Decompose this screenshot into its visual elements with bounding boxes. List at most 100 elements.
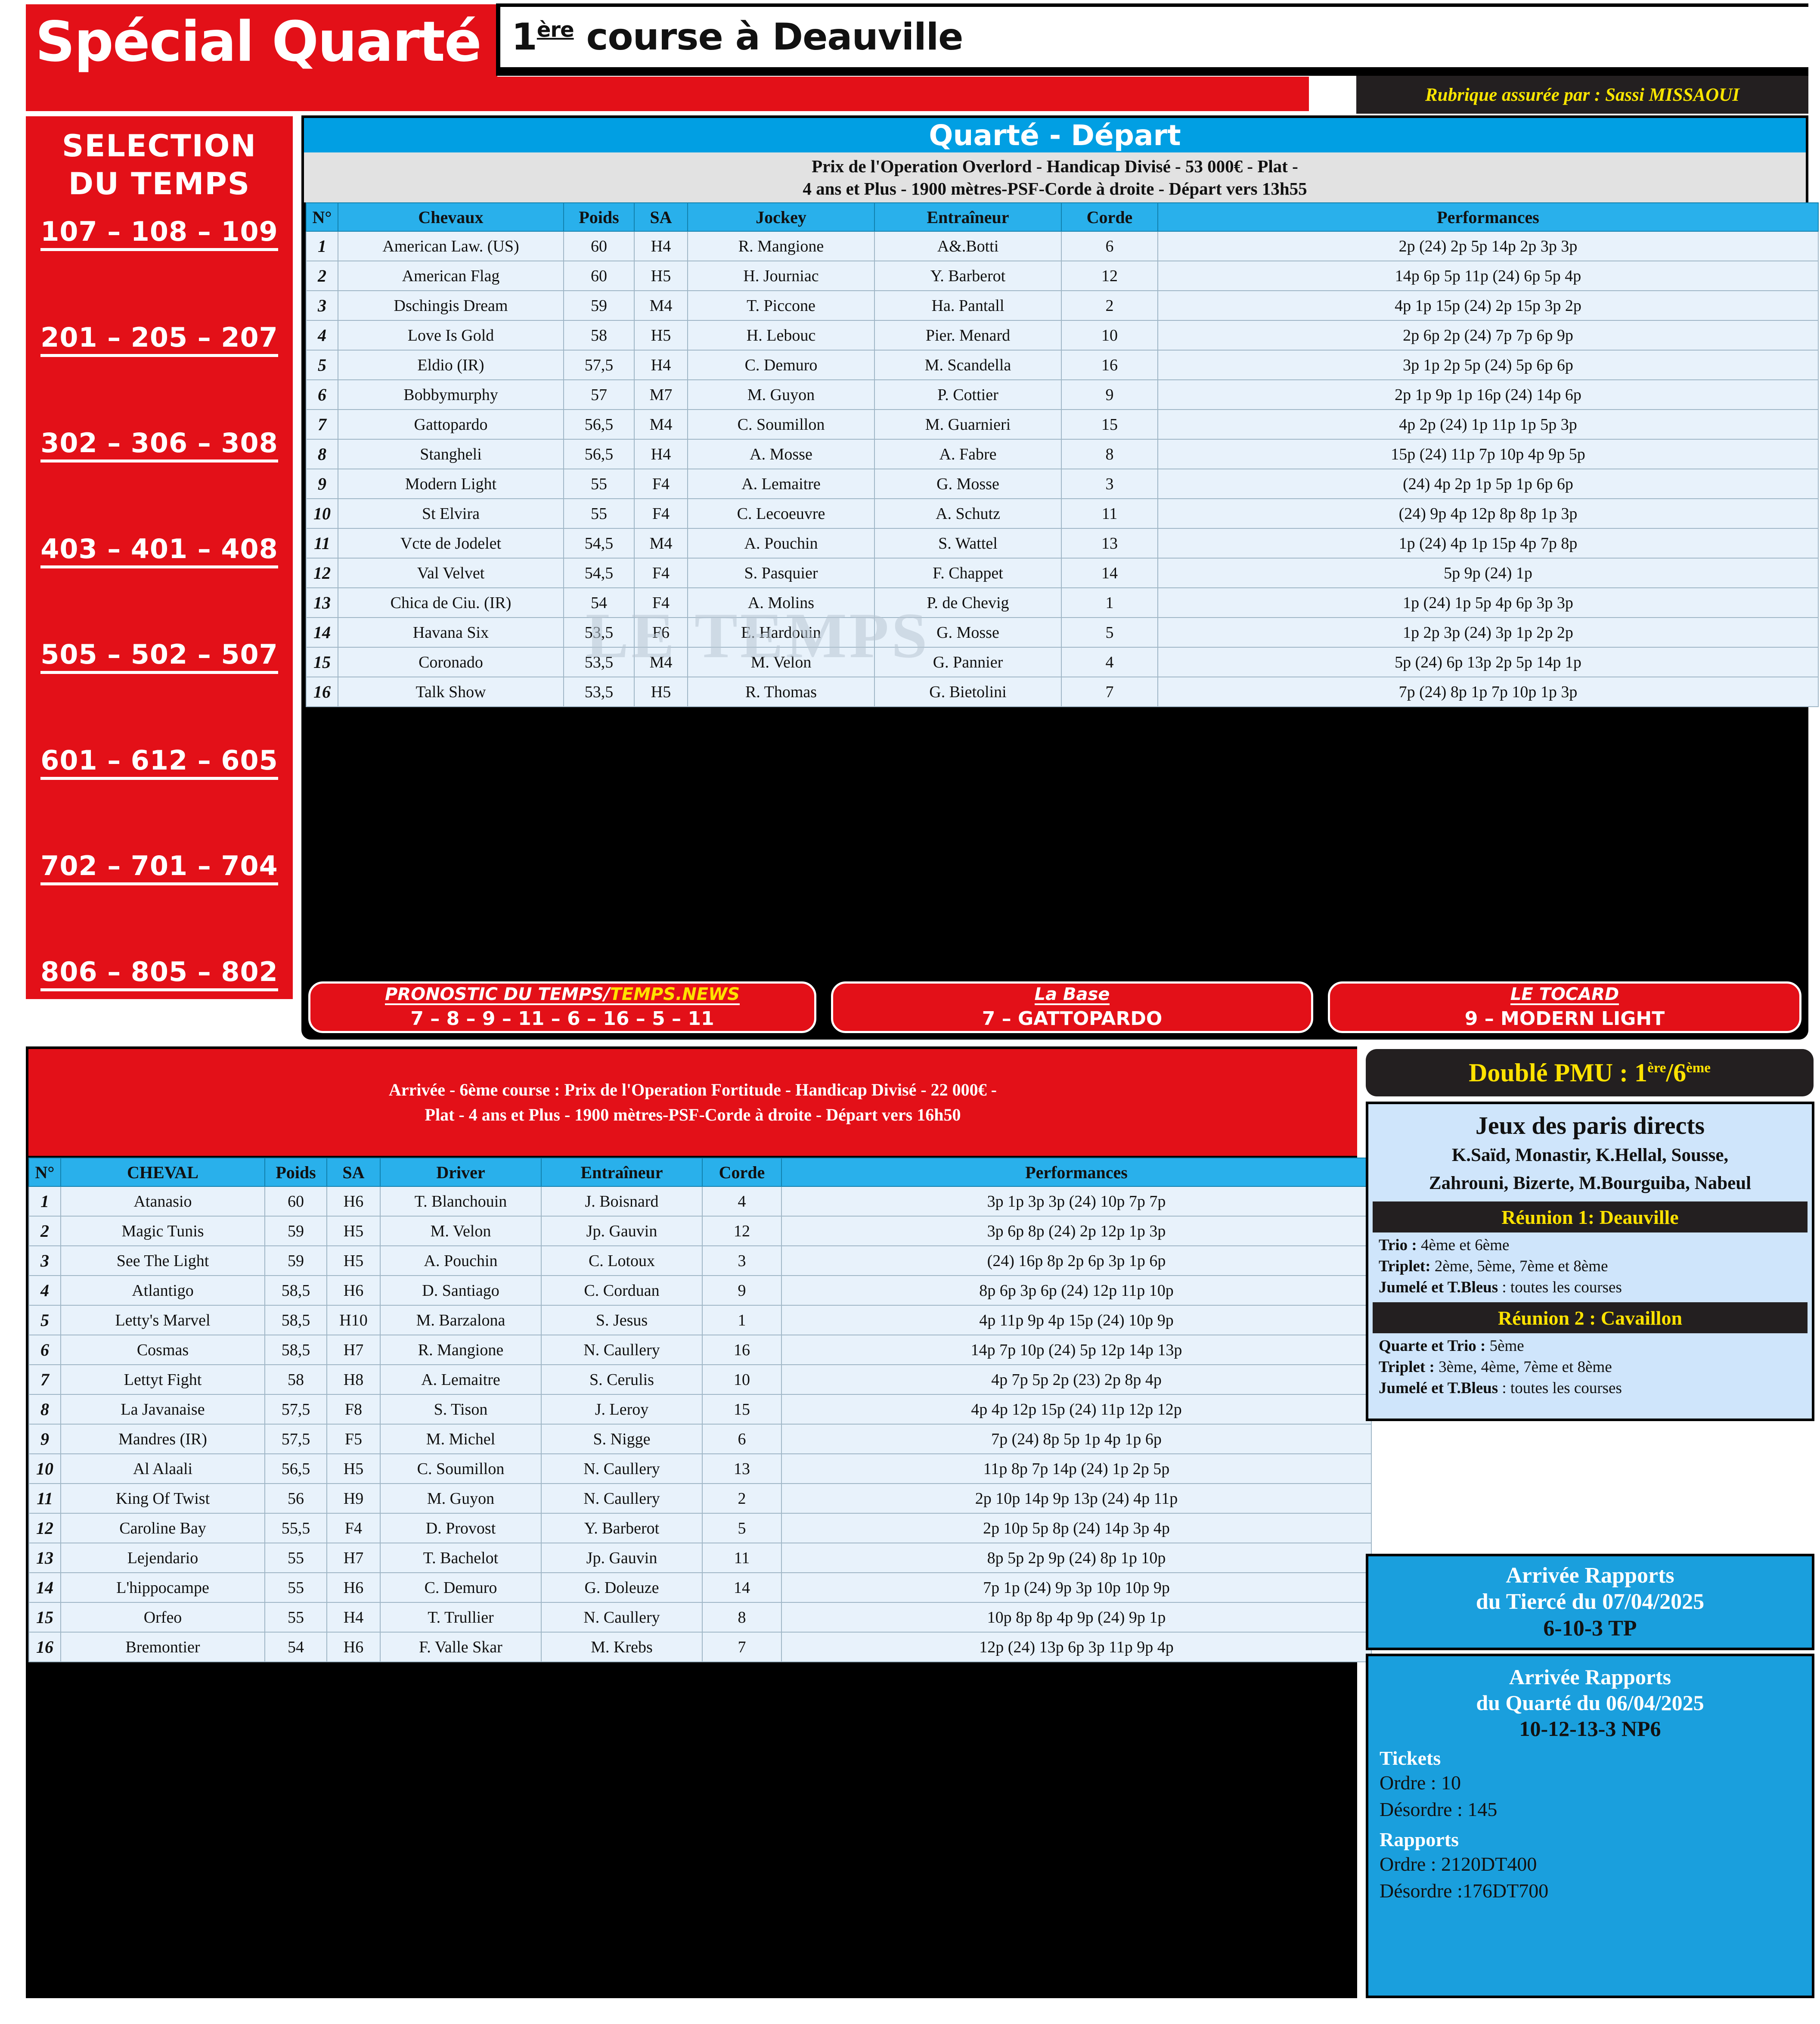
sidebar-title-line1: SELECTION [62, 128, 257, 164]
cell-n: 13 [28, 1543, 61, 1573]
race-ordinal: 1 [512, 16, 537, 59]
cell-corde: 12 [1061, 261, 1158, 291]
cell-n: 8 [28, 1394, 61, 1425]
pmu-sep: /6 [1666, 1058, 1687, 1087]
cell-corde: 10 [702, 1364, 782, 1395]
cell-poids: 54 [563, 587, 635, 618]
col-header-corde: Corde [702, 1158, 782, 1187]
jeux-line2: Zahrouni, Bizerte, M.Bourguiba, Nabeul [1429, 1173, 1752, 1193]
cell-sa: H6 [326, 1275, 381, 1306]
cell-driver: F. Valle Skar [380, 1632, 542, 1662]
col-header-entra-neur: Entraîneur [874, 202, 1062, 232]
cell-entra-neur: Y. Barberot [874, 261, 1062, 291]
cell-jockey: C. Soumillon [687, 409, 875, 440]
col-header-chevaux: Chevaux [338, 202, 564, 232]
pronostic-du-temps-box[interactable]: PRONOSTIC DU TEMPS/TEMPS.NEWS 7 – 8 – 9 … [308, 981, 816, 1033]
sidebar-selection-3: 302 – 306 – 308 [40, 427, 278, 463]
cell-n: 16 [306, 677, 338, 707]
cell-poids: 58,5 [264, 1275, 327, 1306]
cell-n: 5 [28, 1305, 61, 1335]
cell-n: 4 [306, 320, 338, 351]
cell-n: 4 [28, 1275, 61, 1306]
jeux-line1: K.Saïd, Monastir, K.Hellal, Sousse, [1451, 1145, 1729, 1165]
race1-title-bar: Quarté - Départ [304, 118, 1806, 152]
la-base-box[interactable]: La Base 7 – GATTOPARDO [831, 981, 1313, 1033]
reunion1-title: Réunion 1: Deauville [1501, 1206, 1679, 1228]
bet-label: Jumelé et T.Bleus [1379, 1278, 1498, 1296]
cell-driver: M. Guyon [380, 1483, 542, 1514]
cell-entra-neur: F. Chappet [874, 558, 1062, 588]
cell-chevaux: Dschingis Dream [338, 290, 564, 321]
cell-driver: M. Velon [380, 1216, 542, 1246]
cell-driver: C. Soumillon [380, 1453, 542, 1484]
cell-cheval: Bremontier [60, 1632, 265, 1662]
cell-sa: H6 [326, 1572, 381, 1603]
cell-cheval: La Javanaise [60, 1394, 265, 1425]
table-row: 16 Bremontier 54 H6 F. Valle Skar M. Krebs 7 12… [28, 1632, 1372, 1662]
table-row: 1 American Law. (US) 60 H4 R. Mangione A&.Bot… [306, 231, 1819, 261]
cell-poids: 55 [563, 498, 635, 529]
cell-sa: H7 [326, 1335, 381, 1365]
cell-entra-neur: G. Doleuze [541, 1572, 703, 1603]
cell-poids: 54,5 [563, 528, 635, 559]
cell-entra-neur: G. Mosse [874, 617, 1062, 648]
table-row: 11 King Of Twist 56 H9 M. Guyon N. Caullery 2 2… [28, 1483, 1372, 1514]
bet-line-1: Quarte et Trio : 5ème [1379, 1336, 1808, 1357]
bet-line-2: Triplet : 3ème, 4ème, 7ème et 8ème [1379, 1357, 1808, 1378]
quarte-line2: du Quarté du 06/04/2025 [1476, 1691, 1704, 1715]
cell-sa: F4 [326, 1513, 381, 1543]
cell-cheval: Mandres (IR) [60, 1424, 265, 1454]
cell-performances: 7p (24) 8p 5p 1p 4p 1p 6p [781, 1424, 1372, 1454]
sidebar-number-list: 107 – 108 – 109 201 – 205 – 207 302 – 306 … [26, 216, 293, 999]
cell-jockey: M. Velon [687, 647, 875, 677]
cell-cheval: Atlantigo [60, 1275, 265, 1306]
cell-performances: 10p 8p 8p 4p 9p (24) 9p 1p [781, 1602, 1372, 1633]
pronostic-bar: PRONOSTIC DU TEMPS/TEMPS.NEWS 7 – 8 – 9 … [301, 975, 1808, 1040]
cell-poids: 56,5 [563, 409, 635, 440]
cell-performances: 11p 8p 7p 14p (24) 1p 2p 5p [781, 1453, 1372, 1484]
cell-corde: 2 [702, 1483, 782, 1514]
cell-jockey: H. Journiac [687, 261, 875, 291]
cell-chevaux: Gattopardo [338, 409, 564, 440]
cell-n: 6 [306, 379, 338, 410]
cell-performances: 3p 1p 2p 5p (24) 5p 6p 6p [1157, 350, 1819, 380]
table-row: 10 Al Alaali 56,5 H5 C. Soumillon N. Caullery… [28, 1453, 1372, 1484]
col-header-poids: Poids [563, 202, 635, 232]
bet-value: : toutes les courses [1498, 1278, 1622, 1296]
credit-box: Rubrique assurée par : Sassi MISSAOUI [1356, 76, 1808, 114]
cell-n: 15 [306, 647, 338, 677]
cell-corde: 11 [702, 1543, 782, 1573]
cell-performances: 5p 9p (24) 1p [1157, 558, 1819, 588]
cell-chevaux: American Law. (US) [338, 231, 564, 261]
pronostic-box1-value: 7 – 8 – 9 – 11 – 6 – 16 – 5 – 11 [410, 1007, 714, 1030]
cell-poids: 60 [563, 261, 635, 291]
header-white-band: 1ère course à Deauville [500, 7, 1808, 67]
tickets-desordre: Désordre : 145 [1380, 1798, 1498, 1821]
race1-info-line1: Prix de l'Operation Overlord - Handicap … [812, 156, 1298, 176]
bet-value: 4ème et 6ème [1417, 1236, 1510, 1254]
cell-entra-neur: Jp. Gauvin [541, 1216, 703, 1246]
cell-performances: 14p 6p 5p 11p (24) 6p 5p 4p [1157, 261, 1819, 291]
cell-entra-neur: N. Caullery [541, 1602, 703, 1633]
sidebar-selection-1: 107 – 108 – 109 [40, 216, 278, 251]
cell-chevaux: Chica de Ciu. (IR) [338, 587, 564, 618]
cell-driver: R. Mangione [380, 1335, 542, 1365]
cell-corde: 6 [1061, 231, 1158, 261]
bet-value: : toutes les courses [1498, 1379, 1622, 1397]
cell-entra-neur: M. Scandella [874, 350, 1062, 380]
jeux-title: Jeux des paris directs [1475, 1111, 1705, 1139]
table-row: 13 Chica de Ciu. (IR) 54 F4 A. Molins P. de C… [306, 587, 1819, 618]
table-row: 7 Lettyt Fight 58 H8 A. Lemaitre S. Cerulis 10… [28, 1364, 1372, 1395]
cell-n: 11 [306, 528, 338, 559]
masthead-red-block: Spécial Quarté [26, 4, 497, 80]
cell-jockey: E. Hardouin [687, 617, 875, 648]
col-header-sa: SA [326, 1158, 381, 1187]
cell-sa: H5 [634, 677, 688, 707]
col-header-n: N° [28, 1158, 61, 1187]
table-row: 6 Bobbymurphy 57 M7 M. Guyon P. Cottier 9 2p 1p… [306, 379, 1819, 410]
sidebar-selection-4: 403 – 401 – 408 [40, 533, 278, 568]
cell-entra-neur: P. Cottier [874, 379, 1062, 410]
le-tocard-box[interactable]: LE TOCARD 9 – MODERN LIGHT [1328, 981, 1801, 1033]
cell-driver: C. Demuro [380, 1572, 542, 1603]
race1-info-bar: Prix de l'Operation Overlord - Handicap … [304, 152, 1806, 202]
